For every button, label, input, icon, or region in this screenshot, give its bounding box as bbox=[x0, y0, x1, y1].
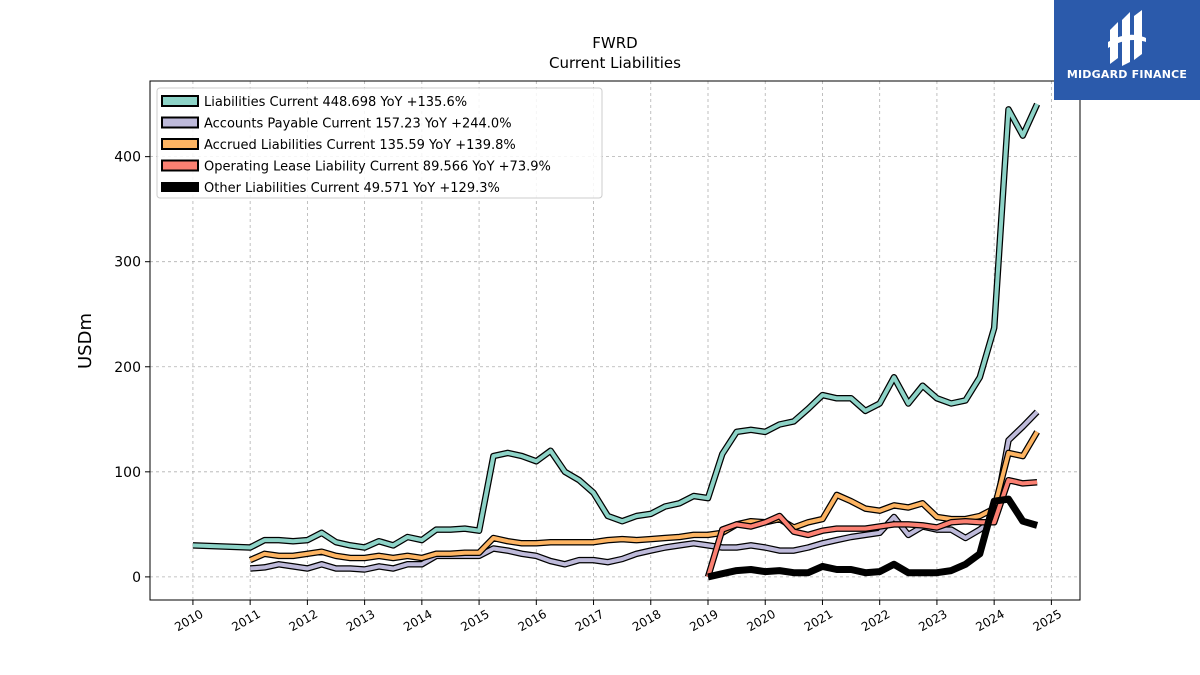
legend-swatch bbox=[161, 95, 199, 107]
x-tick-label: 2013 bbox=[344, 607, 377, 634]
legend-label: Operating Lease Liability Current 89.566… bbox=[204, 160, 551, 175]
series-line-2 bbox=[249, 409, 1040, 573]
x-tick-label: 2024 bbox=[973, 607, 1006, 634]
series-line-5 bbox=[707, 495, 1039, 581]
x-tick-label: 2020 bbox=[745, 607, 778, 634]
series-path bbox=[250, 410, 1039, 572]
series-line-1 bbox=[192, 102, 1041, 551]
series-path bbox=[192, 103, 1039, 550]
y-axis-label: USDm bbox=[75, 313, 96, 369]
x-tick-label: 2016 bbox=[516, 607, 549, 634]
legend-label: Accounts Payable Current 157.23 YoY +244… bbox=[204, 117, 512, 132]
x-tick-label: 2025 bbox=[1031, 607, 1064, 634]
x-tick-label: 2017 bbox=[573, 607, 606, 634]
logo-text: MIDGARD FINANCE bbox=[1066, 68, 1188, 81]
y-tick-label: 300 bbox=[114, 255, 141, 271]
x-tick-label: 2012 bbox=[287, 607, 320, 634]
legend-box bbox=[156, 87, 603, 199]
series-line-4 bbox=[704, 476, 1038, 578]
legend-label: Accrued Liabilities Current 135.59 YoY +… bbox=[204, 138, 516, 153]
y-tick-label: 200 bbox=[114, 360, 141, 376]
x-tick-label: 2018 bbox=[630, 607, 663, 634]
legend: Liabilities Current 448.698 YoY +135.6% A… bbox=[156, 87, 603, 199]
x-tick-label: 2023 bbox=[916, 607, 949, 634]
legend-swatch bbox=[161, 159, 199, 172]
legend-swatch bbox=[161, 182, 199, 192]
x-tick-label: 2019 bbox=[687, 607, 720, 634]
legend-label: Liabilities Current 448.698 YoY +135.6% bbox=[204, 95, 467, 110]
y-tick-label: 100 bbox=[114, 465, 141, 481]
x-tick-label: 2010 bbox=[172, 607, 205, 634]
series-lines bbox=[192, 102, 1041, 581]
plot-frame bbox=[149, 80, 1081, 601]
y-tick-label: 400 bbox=[114, 150, 141, 166]
series-path bbox=[249, 430, 1039, 562]
series-line-3 bbox=[248, 430, 1040, 564]
x-tick-label: 2022 bbox=[859, 607, 892, 634]
x-tick-label: 2015 bbox=[458, 607, 491, 634]
company-logo: MIDGARD FINANCE bbox=[1054, 0, 1200, 100]
legend-swatch bbox=[161, 138, 199, 150]
x-tick-label: 2021 bbox=[802, 607, 835, 634]
logo-mark-icon bbox=[1108, 10, 1146, 66]
chart-subtitle: Current Liabilities bbox=[549, 54, 681, 72]
legend-label: Other Liabilities Current 49.571 YoY +12… bbox=[204, 181, 500, 196]
x-tick-label: 2011 bbox=[229, 607, 262, 634]
x-tick-label: 2014 bbox=[401, 607, 434, 634]
legend-swatch bbox=[161, 116, 199, 129]
y-tick-label: 0 bbox=[132, 570, 141, 586]
chart-title: FWRD bbox=[592, 34, 637, 52]
series-path bbox=[706, 478, 1038, 578]
series-path bbox=[707, 495, 1039, 581]
